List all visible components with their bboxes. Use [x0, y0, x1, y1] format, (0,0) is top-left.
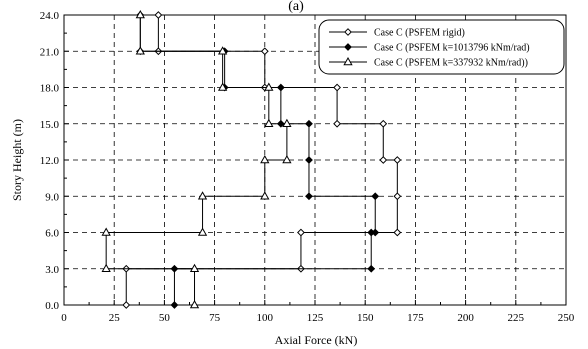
y-tick-label: 9.0 — [45, 191, 59, 203]
y-axis-title: Story Height (m) — [10, 119, 24, 201]
y-tick-label: 12.0 — [40, 155, 60, 167]
x-tick-label: 200 — [457, 312, 474, 324]
data-point — [305, 156, 313, 164]
data-point — [260, 191, 270, 200]
series-3 — [101, 9, 292, 309]
series-layer — [101, 9, 402, 309]
data-point — [282, 154, 292, 164]
data-point — [371, 228, 380, 237]
x-tick-label: 150 — [357, 312, 374, 324]
data-point — [276, 83, 285, 92]
data-point — [379, 156, 388, 164]
data-point — [393, 192, 402, 201]
legend: Case C (PSFEM rigid) Case C (PSFEM k=1013… — [318, 19, 565, 75]
x-tick-label: 100 — [257, 312, 274, 324]
legend-marker — [344, 28, 352, 36]
data-point — [264, 82, 274, 91]
series-line — [105, 15, 288, 305]
legend-label: Case C (PSFEM k=337932 kNm/rad)) — [374, 58, 528, 69]
axes: 0 25 50 75 100 125 150 175 200 225 250 0.0 3.0 6.0 9.0… — [40, 10, 575, 324]
x-tick-label: 50 — [159, 312, 171, 324]
chart-title: (a) — [288, 0, 304, 14]
data-point — [393, 228, 402, 237]
data-point — [371, 192, 380, 201]
y-tick-label: 6.0 — [45, 228, 59, 240]
x-axis-title: Axial Force (kN) — [275, 333, 358, 347]
legend-box — [318, 19, 565, 75]
legend-label: Case C (PSFEM k=1013796 kNm/rad) — [374, 43, 530, 54]
x-tick-label: 250 — [558, 312, 575, 324]
legend-marker — [343, 56, 353, 66]
data-point — [197, 227, 208, 236]
y-tick-label: 15.0 — [40, 119, 60, 131]
y-tick-label: 0.0 — [45, 300, 59, 312]
x-tick-label: 175 — [407, 312, 424, 324]
data-point — [393, 156, 402, 164]
data-point — [135, 46, 145, 55]
x-tick-label: 25 — [109, 312, 121, 324]
data-point — [217, 82, 228, 91]
data-point — [297, 228, 305, 237]
data-point — [170, 301, 179, 309]
data-point — [305, 119, 313, 128]
data-point — [260, 47, 269, 56]
data-point — [135, 9, 145, 19]
y-tick-label: 24.0 — [40, 10, 60, 22]
data-point — [189, 263, 200, 273]
y-tick-label: 3.0 — [45, 264, 59, 276]
data-point — [122, 301, 131, 309]
data-point — [305, 192, 313, 201]
x-tick-label: 125 — [307, 312, 324, 324]
data-point — [189, 299, 200, 309]
data-point — [264, 118, 274, 128]
data-point — [197, 191, 208, 200]
data-point — [101, 227, 111, 236]
legend-label: Case C (PSFEM rigid) — [374, 28, 465, 39]
x-tick-label: 0 — [61, 312, 67, 324]
x-tick-label: 75 — [209, 312, 221, 324]
data-point — [282, 118, 292, 128]
data-point — [333, 83, 341, 92]
data-point — [154, 11, 163, 19]
data-point — [379, 119, 388, 128]
plot-frame — [63, 14, 567, 306]
x-tick-label: 225 — [508, 312, 525, 324]
data-point — [333, 119, 341, 128]
data-point — [101, 263, 111, 273]
legend-marker — [344, 43, 352, 51]
data-point — [217, 46, 228, 55]
y-tick-label: 21.0 — [40, 46, 60, 58]
data-point — [367, 264, 376, 273]
y-tick-label: 18.0 — [40, 83, 60, 95]
data-point — [260, 154, 270, 164]
